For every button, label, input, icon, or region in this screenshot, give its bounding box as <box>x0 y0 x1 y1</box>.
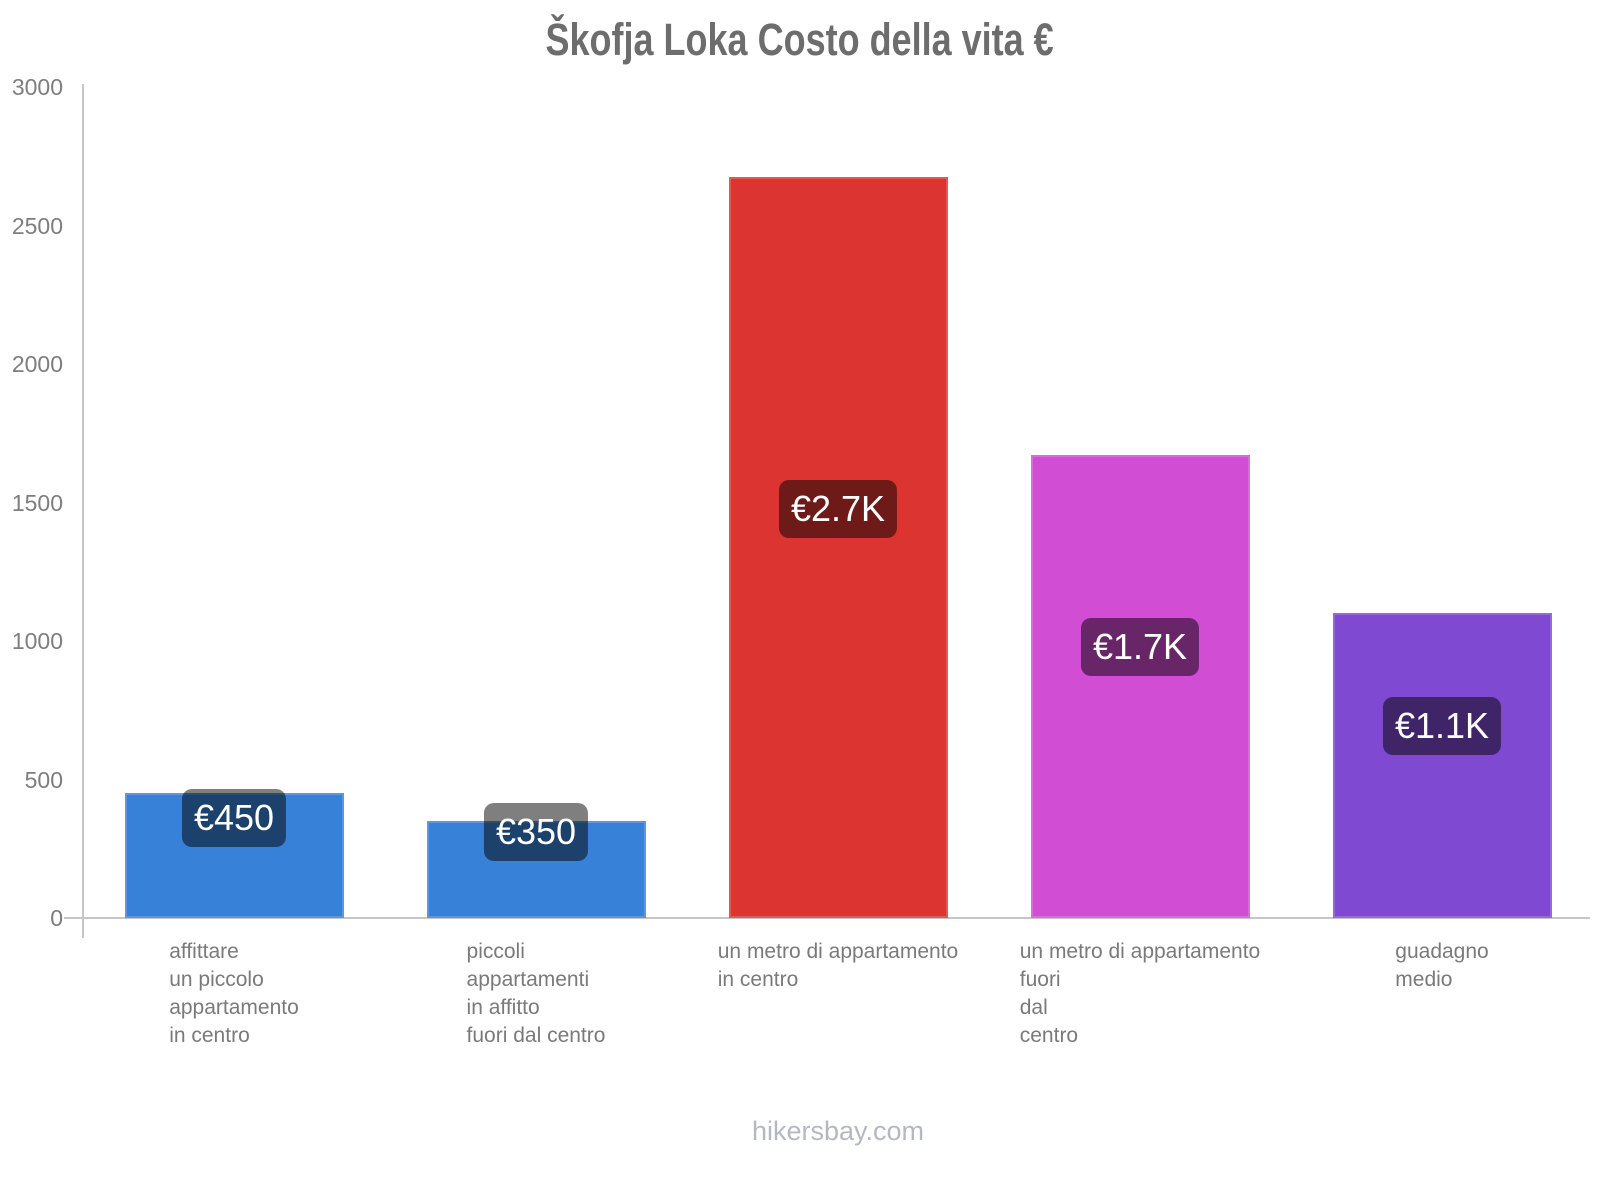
category-label-line: un metro di appartamento <box>1019 940 1261 963</box>
category-label-line: fuori <box>1019 968 1061 991</box>
category-label-line: guadagno <box>1395 940 1489 963</box>
y-tick-label-500: 500 <box>24 766 63 793</box>
category-label-line: fuori dal centro <box>466 1024 606 1047</box>
category-label-line: un piccolo <box>169 968 264 991</box>
category-label-1: affittare un piccolo appartamento in centro <box>83 938 385 1050</box>
category-label-line: appartamento <box>169 996 299 1019</box>
value-badge-4: €1.7K <box>1080 618 1200 676</box>
value-badge-2: €350 <box>483 803 589 861</box>
category-label-line: un metro di appartamento <box>717 940 959 963</box>
value-badge-5: €1.1K <box>1382 697 1502 755</box>
y-tick-label-2000: 2000 <box>11 351 63 377</box>
category-label-text: un metro di appartamento in centro <box>718 938 958 994</box>
category-label-line: in centro <box>169 1024 250 1047</box>
y-tick-label-0: 0 <box>50 905 63 931</box>
category-label-line: dal <box>1019 996 1048 1019</box>
x-axis-line <box>64 917 1590 919</box>
category-label-line: medio <box>1395 968 1453 991</box>
category-label-text: guadagno medio <box>1395 938 1488 994</box>
category-label-text: piccoli appartamenti in affitto fuori dal c… <box>467 938 606 1050</box>
category-label-text: un metro di appartamento fuori dal centro <box>1020 938 1260 1050</box>
category-label-text: affittare un piccolo appartamento in centro <box>169 938 299 1050</box>
value-badge-1: €450 <box>181 789 287 847</box>
bar-5[interactable] <box>1332 613 1552 918</box>
y-axis-line <box>82 84 84 938</box>
category-label-5: guadagno medio <box>1291 938 1593 994</box>
category-label-line: in centro <box>717 968 799 991</box>
y-tick-label-1000: 1000 <box>11 628 63 654</box>
category-label-4: un metro di appartamento fuori dal centro <box>989 938 1291 1050</box>
chart-title-text: Škofja Loka Costo della vita € <box>545 14 1055 65</box>
y-tick-label-2500: 2500 <box>11 212 63 239</box>
y-tick-label-1500: 1500 <box>11 489 63 516</box>
category-label-line: centro <box>1019 1024 1079 1047</box>
category-label-line: affittare <box>169 940 239 963</box>
value-badge-3: €2.7K <box>778 480 898 538</box>
bar-3[interactable] <box>728 177 948 918</box>
category-label-line: piccoli <box>466 940 525 963</box>
chart-title: Škofja Loka Costo della vita € <box>0 14 1600 66</box>
bar-4[interactable] <box>1030 455 1250 918</box>
category-label-3: un metro di appartamento in centro <box>687 938 989 994</box>
y-tick-label-3000: 3000 <box>11 74 63 100</box>
watermark-hikersbay: hikersbay.com <box>751 1116 925 1146</box>
category-label-line: appartamenti <box>466 968 590 991</box>
category-label-2: piccoli appartamenti in affitto fuori dal c… <box>385 938 687 1050</box>
category-label-line: in affitto <box>466 996 540 1019</box>
